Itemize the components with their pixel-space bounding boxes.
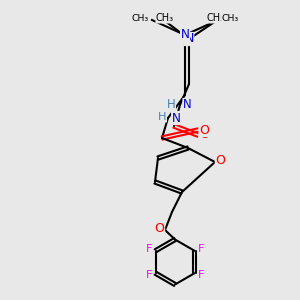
Text: CH₃: CH₃	[156, 13, 174, 23]
Text: O: O	[200, 124, 210, 136]
Text: N: N	[172, 112, 181, 124]
Text: N: N	[183, 98, 192, 112]
Text: H: H	[167, 98, 176, 112]
Text: CH₃: CH₃	[131, 14, 148, 23]
Text: O: O	[215, 154, 225, 167]
Text: F: F	[146, 270, 152, 280]
Text: O: O	[154, 222, 165, 235]
Text: N: N	[184, 32, 194, 46]
Text: F: F	[146, 244, 152, 254]
Text: CH₃: CH₃	[207, 13, 225, 23]
Text: F: F	[198, 244, 204, 254]
Text: CH₃: CH₃	[222, 14, 239, 23]
Text: H: H	[158, 112, 166, 122]
Text: O: O	[199, 128, 209, 142]
Text: F: F	[198, 270, 204, 280]
Text: N: N	[181, 28, 189, 41]
